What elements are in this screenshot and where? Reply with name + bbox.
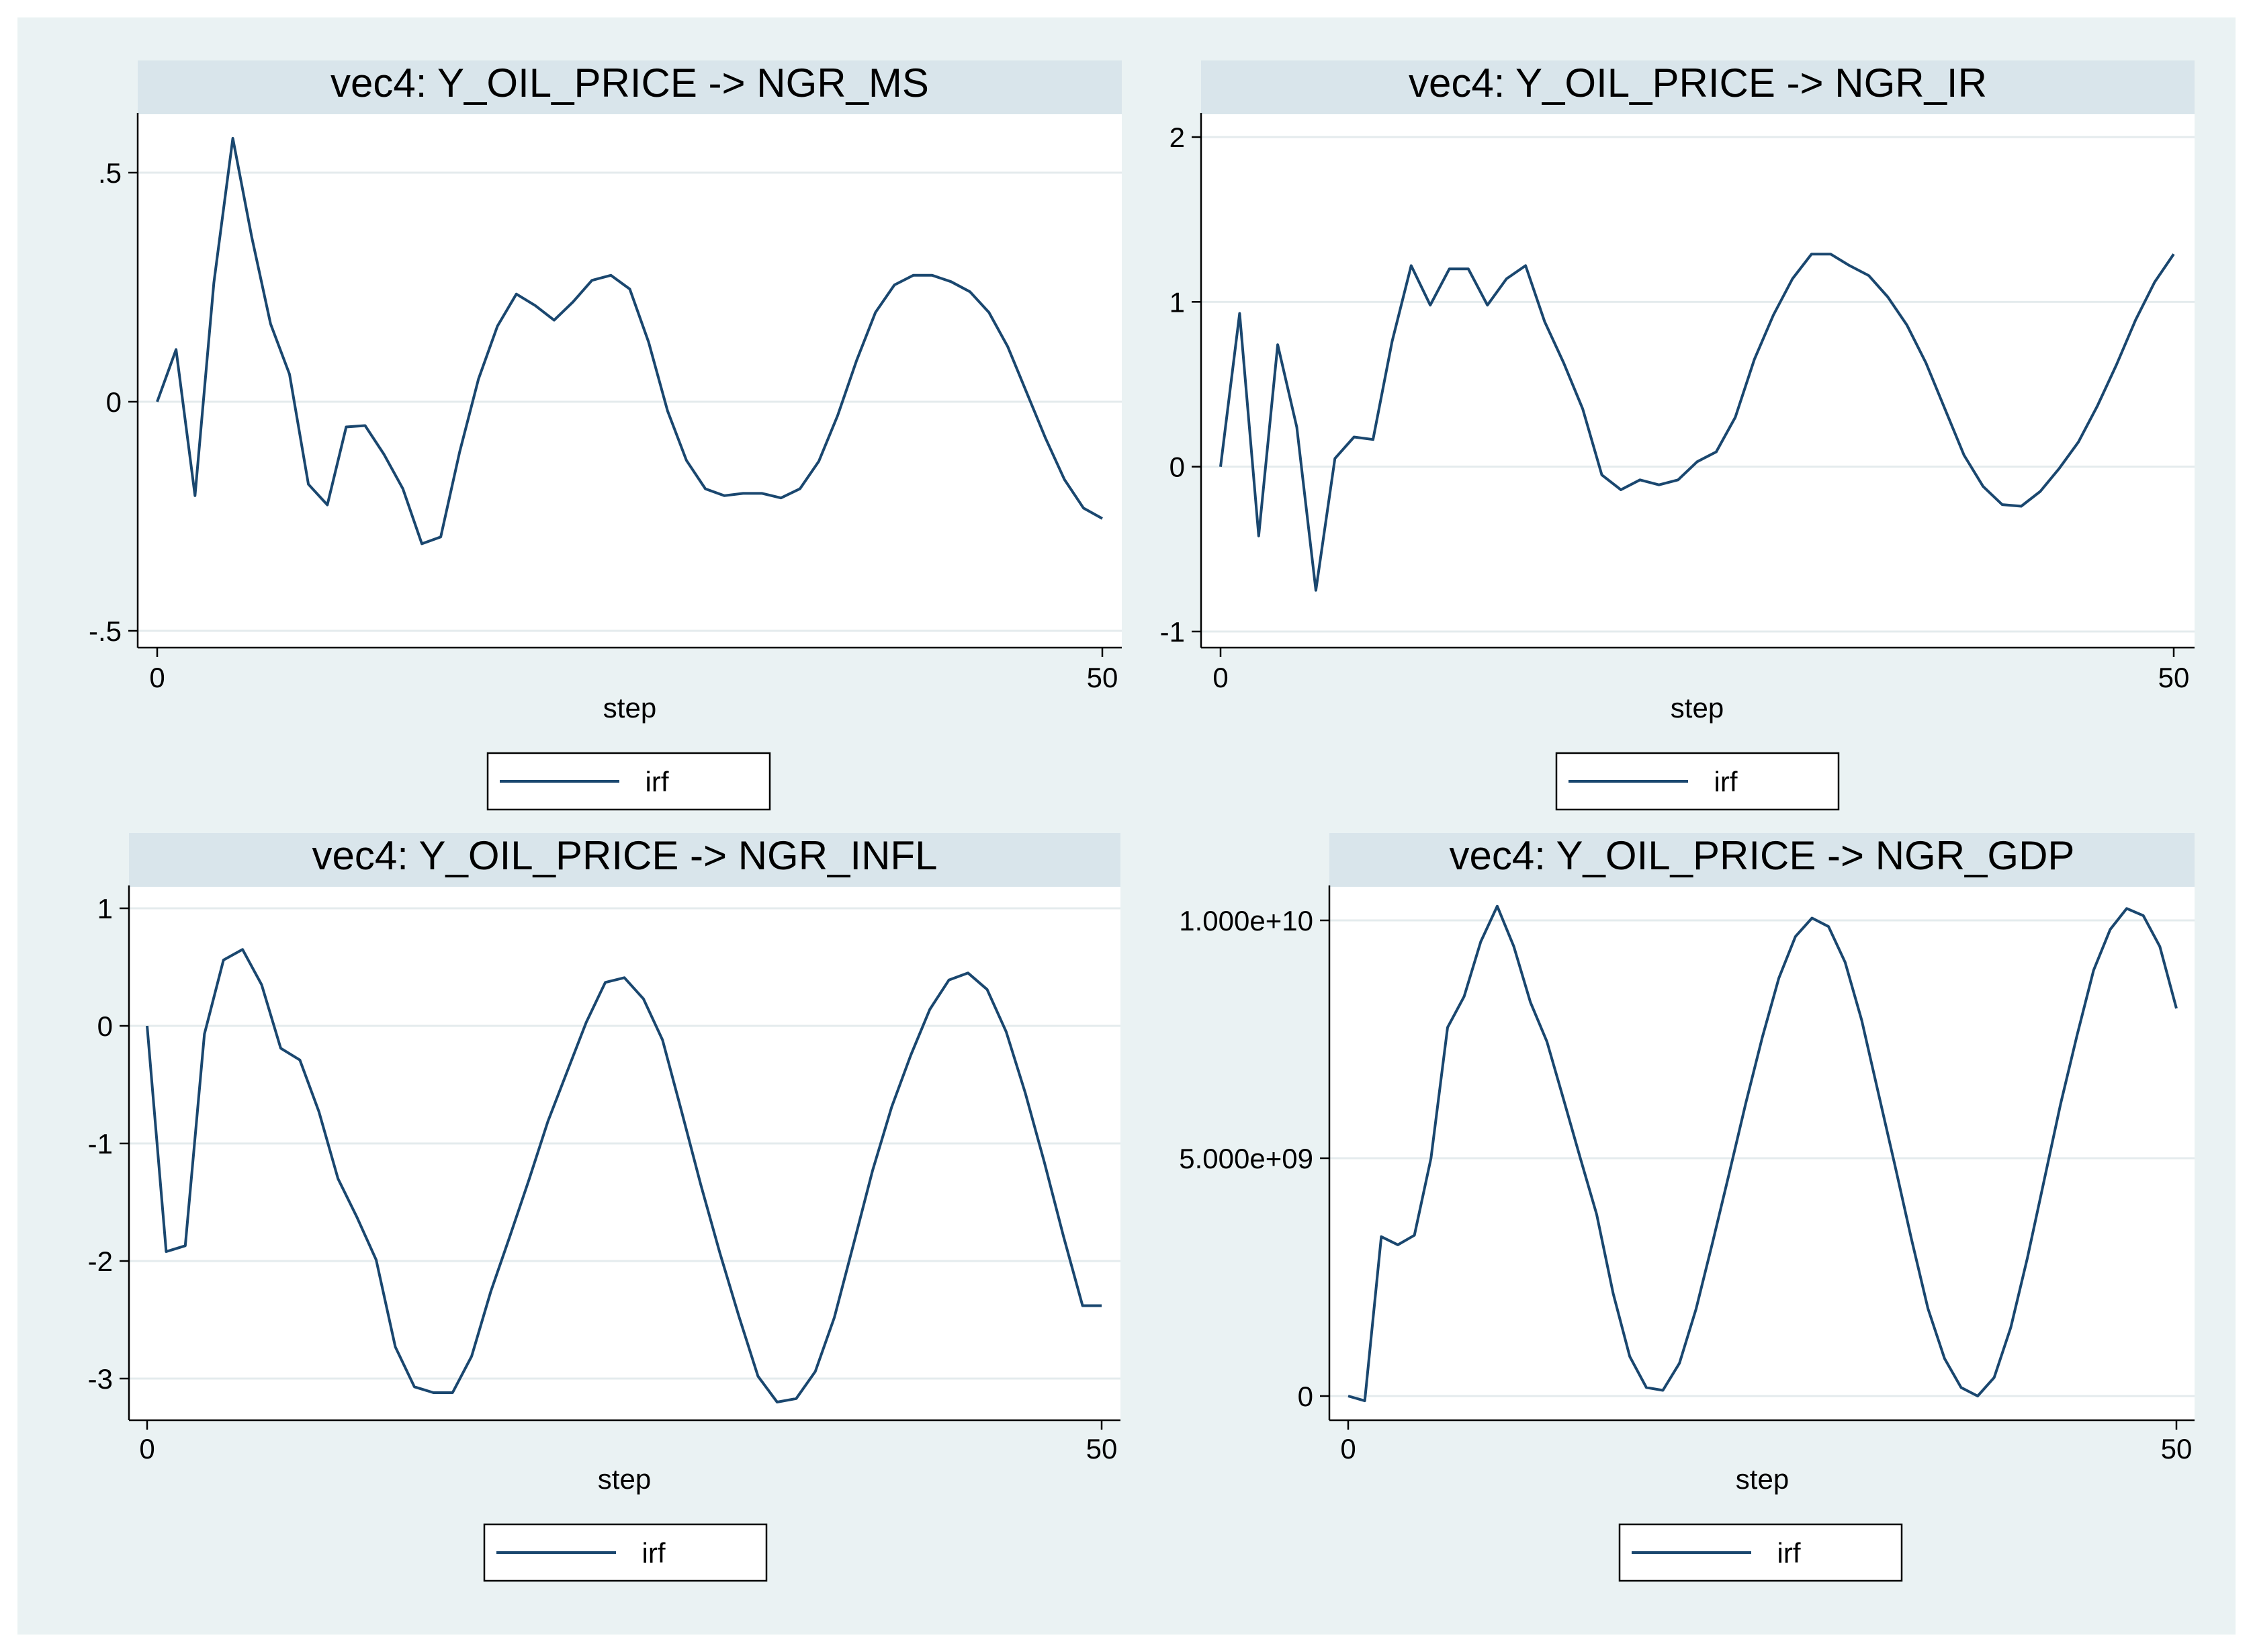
- x-tick-label: 0: [1212, 662, 1228, 693]
- y-tick-label: 2: [1169, 122, 1185, 153]
- x-axis-label: step: [603, 692, 656, 724]
- y-tick-label: 1.000e+10: [1179, 905, 1313, 937]
- legend-label: irf: [646, 766, 669, 797]
- x-axis-label: step: [598, 1463, 651, 1495]
- y-tick-label: 0: [106, 386, 122, 418]
- series-line-irf: [156, 136, 1103, 546]
- chart-2: vec4: Y_OIL_PRICE -> NGR_IR -1 0 1 2 0 50 step i…: [1160, 60, 2195, 811]
- legend: irf: [486, 752, 771, 811]
- y-tick-label: 0: [1298, 1381, 1313, 1412]
- x-tick-label: 0: [1340, 1433, 1356, 1465]
- y-tick-label: -1: [1160, 616, 1185, 648]
- y-tick-label: 0: [97, 1010, 113, 1042]
- x-axis-label: step: [1671, 692, 1724, 724]
- chart-title-bar: [1201, 60, 2195, 114]
- legend-box: [1618, 1523, 1903, 1582]
- chart-title-bar: [129, 833, 1120, 887]
- legend-label: irf: [1714, 766, 1738, 797]
- x-tick-label: 50: [1087, 662, 1118, 693]
- plot-area: [129, 887, 1120, 1420]
- x-tick-label: 0: [139, 1433, 154, 1465]
- x-tick-label: 50: [1086, 1433, 1118, 1465]
- y-tick-label: .5: [98, 157, 122, 189]
- legend: irf: [1618, 1523, 1903, 1582]
- chart-title: vec4: Y_OIL_PRICE -> NGR_GDP: [1450, 833, 2075, 878]
- chart-title: vec4: Y_OIL_PRICE -> NGR_MS: [330, 60, 929, 105]
- y-tick-label: -.5: [89, 615, 122, 647]
- legend-box: [483, 1523, 768, 1582]
- y-tick-label: 1: [1169, 286, 1185, 318]
- series-line-irf: [146, 948, 1102, 1403]
- chart-3: vec4: Y_OIL_PRICE -> NGR_INFL -3 -2 -1 0 1 0 50…: [88, 833, 1120, 1582]
- series-line-irf: [1348, 904, 2178, 1403]
- x-axis-label: step: [1736, 1463, 1789, 1495]
- y-tick-label: -1: [88, 1128, 113, 1160]
- series-line-irf: [1219, 253, 2175, 592]
- chart-4: vec4: Y_OIL_PRICE -> NGR_GDP 0 5.000e+09 1.…: [1179, 833, 2195, 1582]
- y-tick-label: 0: [1169, 451, 1185, 483]
- y-tick-label: -3: [88, 1363, 113, 1395]
- y-tick-label: 1: [97, 893, 113, 924]
- legend-label: irf: [642, 1537, 666, 1569]
- legend: irf: [483, 1523, 768, 1582]
- y-tick-label: 5.000e+09: [1179, 1143, 1313, 1174]
- chart-title: vec4: Y_OIL_PRICE -> NGR_INFL: [312, 833, 938, 878]
- legend-label: irf: [1777, 1537, 1801, 1569]
- legend: irf: [1555, 752, 1840, 811]
- plot-area: [1201, 114, 2195, 648]
- chart-1: vec4: Y_OIL_PRICE -> NGR_MS -.5 0 .5 0 50 step…: [89, 60, 1122, 811]
- x-tick-label: 0: [149, 662, 165, 693]
- chart-title-bar: [1329, 833, 2195, 887]
- plot-area: [138, 114, 1122, 648]
- chart-title-bar: [138, 60, 1122, 114]
- y-tick-label: -2: [88, 1246, 113, 1277]
- chart-title: vec4: Y_OIL_PRICE -> NGR_IR: [1409, 60, 1987, 105]
- plot-area: [1329, 887, 2195, 1420]
- x-tick-label: 50: [2158, 662, 2190, 693]
- x-tick-label: 50: [2161, 1433, 2193, 1465]
